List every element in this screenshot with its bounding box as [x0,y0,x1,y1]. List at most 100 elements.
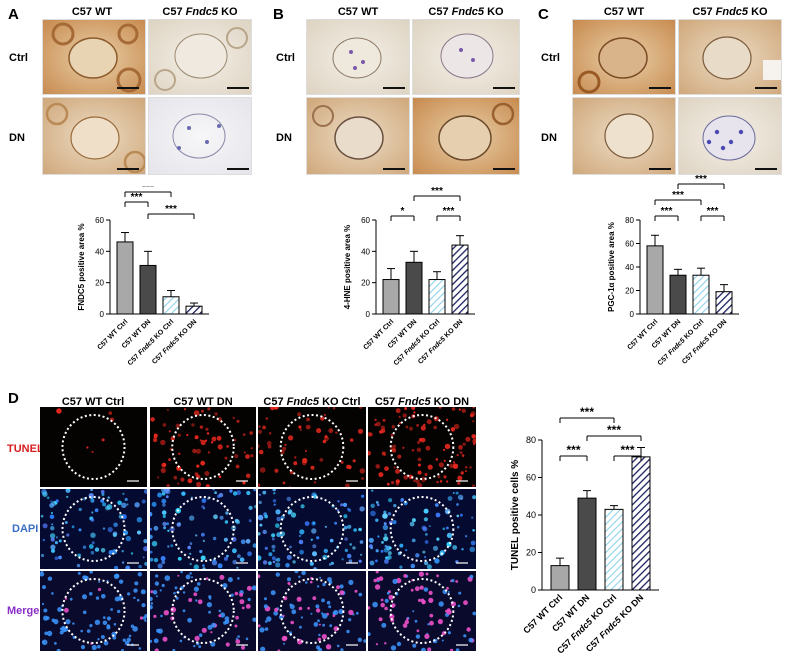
significance-label: *** [165,204,177,215]
panel-c-col-header-1: C57 WT [603,6,645,18]
bar [577,497,597,591]
scale-bar [227,87,249,89]
panel-a-micrograph-wt-dn [42,97,146,175]
significance-label: *** [695,174,707,185]
scale-bar [493,87,515,89]
y-tick-label: 0 [630,310,635,319]
y-tick-label: 40 [361,247,370,256]
y-tick-label: 20 [361,279,370,288]
y-tick-label: 60 [361,216,370,225]
y-tick-label: 40 [95,247,104,256]
panel-a-col-header-1: C57 WT [71,6,113,18]
panel-d-image-merge-ko-ctrl [258,571,366,651]
bar [185,305,203,315]
panel-b-micrograph-ko-dn [412,97,520,175]
panel-d-image-tunel-ko-ctrl [258,407,366,487]
significance-label: *** [580,405,594,419]
panel-a-micrograph-ko-dn [148,97,252,175]
significance-label: *** [142,186,154,193]
bar [604,508,624,591]
y-axis-label: 4-HNE positive area % [343,225,352,309]
panel-b-row-label-ctrl: Ctrl [276,52,295,64]
y-tick-label: 60 [95,216,104,225]
bar [692,274,710,315]
panel-d-col-header-1: C57 WT Ctrl [61,396,125,408]
panel-a-col-header-2: C57 Fndc5 KO [162,6,238,18]
scale-bar [649,168,671,170]
panel-b-col-header-2: C57 Fndc5 KO [428,6,504,18]
scale-bar [227,168,249,170]
panel-b-micrograph-wt-ctrl [306,19,410,95]
scale-bar [493,168,515,170]
y-axis-label: FNDC5 positive area % [77,223,86,310]
y-tick-label: 20 [526,548,536,558]
panel-d-letter: D [8,390,19,407]
y-tick-label: 20 [625,287,634,296]
scale-bar [383,87,405,89]
panel-c-col-header-2: C57 Fndc5 KO [692,6,768,18]
panel-d-image-dapi-ko-dn [368,489,476,569]
panel-d-image-dapi-wt-ctrl [40,489,147,569]
significance-label: *** [443,206,455,217]
panel-b-col-header-1: C57 WT [337,6,379,18]
panel-d-col-header-3: C57 Fndc5 KO Ctrl [263,396,361,408]
panel-b-micrograph-ko-ctrl [412,19,520,95]
bar [631,456,651,591]
y-axis-label: TUNEL positive cells % [510,460,521,571]
panel-c-micrograph-wt-dn [572,97,676,175]
bar [116,241,134,315]
bar [162,296,180,315]
scale-bar [117,168,139,170]
panel-d-row-label-dapi: DAPI [12,523,39,535]
panel-a-micrograph-ko-ctrl [148,19,252,95]
panel-d-col-header-4: C57 Fndc5 KO DN [374,396,470,408]
significance-label: *** [131,192,143,203]
panel-d-col-header-2: C57 WT DN [173,396,233,408]
panel-b-row-label-dn: DN [276,132,292,144]
panel-d-image-dapi-wt-dn [150,489,256,569]
y-tick-label: 0 [531,585,536,595]
panel-d-image-merge-wt-ctrl [40,571,147,651]
panel-d-image-tunel-wt-ctrl [40,407,147,487]
significance-label: *** [607,423,621,437]
panel-d-image-dapi-ko-ctrl [258,489,366,569]
bar [451,244,469,315]
panel-d-image-merge-ko-dn [368,571,476,651]
bar [428,279,446,315]
scale-bar [383,168,405,170]
x-category-label: C57 Fndc5 KO DN [681,318,728,365]
panel-c-row-label-dn: DN [541,132,557,144]
x-category-label: C57 Fndc5 KO DN [417,318,464,365]
y-tick-label: 0 [366,310,371,319]
y-axis-label: PGC-1α positive area % [607,222,616,312]
x-category-label: C57 Fndc5 KO DN [151,318,198,365]
scale-bar [755,168,777,170]
y-tick-label: 0 [100,310,105,319]
panel-d-image-merge-wt-dn [150,571,256,651]
panel-c-letter: C [538,6,549,23]
y-tick-label: 40 [526,510,536,520]
bar [715,291,733,315]
significance-label: * [401,206,405,217]
significance-label: *** [707,206,719,217]
significance-label: *** [672,190,684,201]
panel-c-micrograph-wt-ctrl [572,19,676,95]
panel-d-image-tunel-ko-dn [368,407,476,487]
panel-c-micrograph-ko-dn [678,97,782,175]
significance-label: *** [661,206,673,217]
panel-b-letter: B [273,6,284,23]
y-tick-label: 80 [526,435,536,445]
bar [550,565,570,591]
panel-d-image-tunel-wt-dn [150,407,256,487]
panel-d-row-label-tunel: TUNEL [7,443,44,455]
scale-bar [755,87,777,89]
panel-c-row-label-ctrl: Ctrl [541,52,560,64]
bar [382,279,400,315]
panel-c-micrograph-ko-ctrl [678,19,782,95]
significance-label: *** [431,186,443,197]
bar [405,261,423,315]
